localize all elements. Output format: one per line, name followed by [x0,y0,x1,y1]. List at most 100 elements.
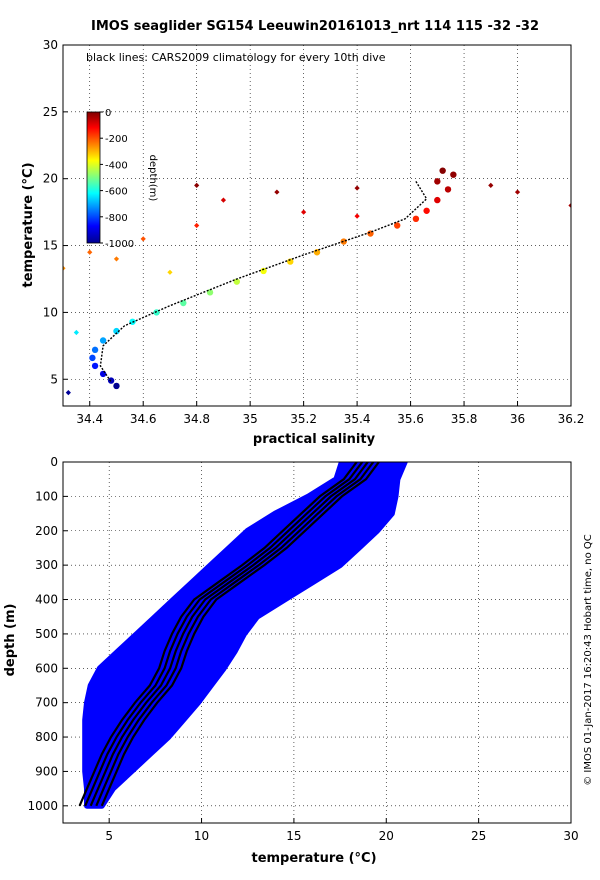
ts-observation-point [260,267,267,275]
tz-climatology-line [89,462,369,807]
ts-observation-point [423,207,430,214]
ts-x-tick-label: 35.4 [344,412,371,426]
tz-climatology-line [78,462,358,807]
ts-annotation: black lines: CARS2009 climatology for ev… [86,51,386,64]
colorbar-tick-label: -800 [105,213,128,224]
ts-x-tick-label: 35.8 [451,412,478,426]
tz-plot-frame [62,461,572,824]
colorbar-tick-label: -1000 [105,239,134,250]
tz-y-tick-label: 300 [35,558,58,572]
ts-y-tick-label: 15 [43,239,58,253]
ts-observation-point [91,362,99,370]
colorbar-gradient [86,111,101,244]
ts-panel: 34.4 34.6 34.8 35 35.2 35.4 35.6 35.8 36 36.2 5 10 1… [21,38,584,447]
ts-outlier-point [194,182,200,188]
ts-observation-point [113,327,120,335]
tz-y-tick-label: 400 [35,593,58,607]
ts-y-tick-label: 5 [50,372,58,386]
ts-observation-point [450,171,457,178]
ts-y-tick-label: 30 [43,38,58,52]
figure-title: IMOS seaglider SG154 Leeuwin20161013_nrt… [91,19,539,34]
ts-observation-point [89,354,96,362]
ts-outlier-point [488,182,494,188]
tz-y-tick-label: 600 [35,661,58,675]
ts-x-axis-label: practical salinity [253,432,376,447]
tz-x-tick-label: 25 [471,829,486,843]
ts-y-tick-label: 20 [43,172,58,186]
tz-climatology-line [84,462,364,807]
tz-climatology-line [95,462,375,807]
colorbar-tick-label: -200 [105,134,128,145]
tz-x-axis-label: temperature (°C) [251,851,376,866]
ts-observation-point [434,196,441,204]
ts-observation-point [91,346,99,354]
ts-x-tick-label: 35.6 [397,412,424,426]
credit-text: © IMOS 01-Jan-2017 16:20:43 Hobart time,… [583,534,594,786]
ts-y-tick-label: 25 [43,105,58,119]
ts-ticks: 34.4 34.6 34.8 35 35.2 35.4 35.6 35.8 36 36.2 5 10 1… [43,38,585,426]
ts-observation-point [439,167,446,174]
tz-x-tick-label: 10 [194,829,209,843]
ts-outlier-point [167,269,173,275]
ts-observation-point [107,377,115,384]
colorbar-tick-label: -600 [105,187,128,198]
tz-x-tick-label: 30 [563,829,578,843]
colorbar-ticks: 0 -200 -400 -600 -800 -1000 [100,108,134,250]
ts-outlier-point [73,329,79,336]
ts-observation-point [340,238,347,245]
ts-y-axis-label: temperature (°C) [21,162,36,287]
ts-x-tick-label: 35 [243,412,258,426]
ts-x-tick-label: 34.6 [130,412,157,426]
ts-x-tick-label: 35.2 [290,412,317,426]
ts-observation-point [113,382,120,390]
ts-plot-frame [62,44,572,407]
ts-x-tick-label: 36 [510,412,525,426]
tz-data [78,462,408,809]
ts-x-tick-label: 36.2 [558,412,585,426]
ts-observation-point [394,222,401,229]
tz-y-tick-label: 500 [35,627,58,641]
ts-observation-point [444,186,452,193]
ts-observation-point [233,278,240,285]
tz-y-tick-label: 0 [50,455,58,469]
tz-x-tick-label: 20 [379,829,394,843]
tz-y-tick-label: 100 [35,489,58,503]
ts-outlier-point [194,222,200,229]
tz-climatology-line [100,462,380,807]
tz-x-tick-label: 5 [105,829,113,843]
ts-outlier-point [301,209,307,215]
tz-panel: 5 10 15 20 25 3001002003004005006007008009001… [3,455,579,866]
colorbar-tick-label: -400 [105,160,128,171]
ts-observation-point [434,178,441,185]
ts-outlier-point [354,185,360,191]
ts-y-tick-label: 10 [43,305,58,319]
ts-outlier-point [63,265,66,271]
ts-outlier-point [274,189,280,195]
ts-x-tick-label: 34.4 [76,412,103,426]
ts-x-tick-label: 34.8 [183,412,210,426]
ts-plot-area [63,45,571,406]
colorbar-label: depth(m) [147,155,158,202]
ts-outlier-point [354,213,360,219]
tz-y-tick-label: 900 [35,764,58,778]
ts-outlier-point [65,390,71,396]
ts-observation-point [412,215,420,223]
tz-y-tick-label: 700 [35,696,58,710]
tz-y-tick-label: 200 [35,524,58,538]
tz-ticks: 5 10 15 20 25 3001002003004005006007008009001… [27,455,578,843]
ts-outlier-point [140,236,146,242]
tz-y-tick-label: 800 [35,730,58,744]
ts-outlier-point [113,256,120,262]
ts-climatology-line [99,181,428,383]
ts-outlier-point [220,197,227,203]
depth-colorbar: 0 -200 -400 -600 -800 -1000 depth(m) [86,108,158,250]
tz-y-tick-label: 1000 [27,799,58,813]
ts-observation-point [99,337,107,344]
tz-y-axis-label: depth (m) [3,604,18,677]
tz-x-tick-label: 15 [286,829,301,843]
ts-outlier-point [568,202,571,209]
ts-outlier-point [514,189,521,195]
ts-outlier-point [87,249,93,255]
colorbar-tick-label: 0 [105,108,111,119]
